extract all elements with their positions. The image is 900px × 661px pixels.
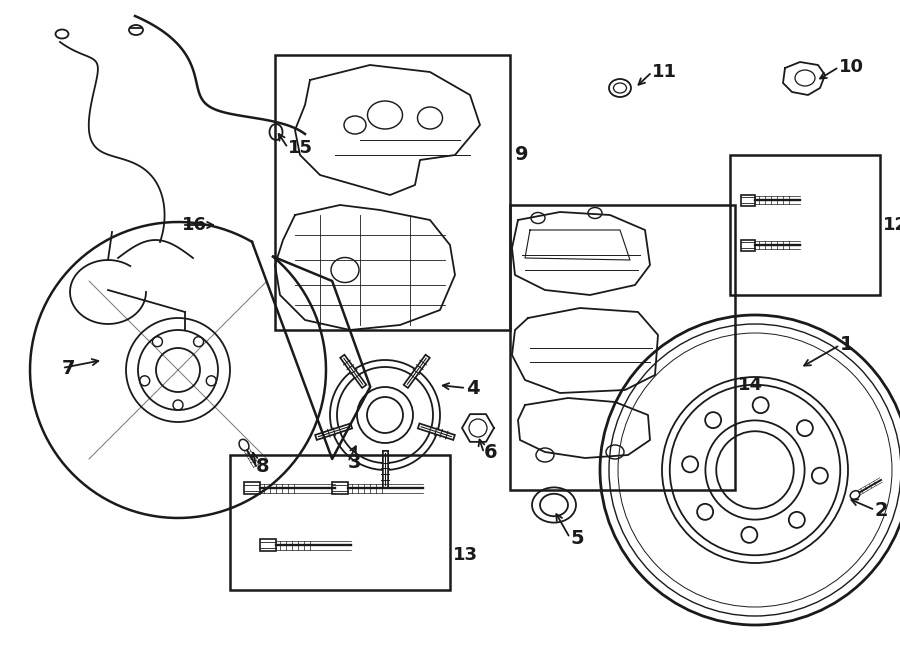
Text: 1: 1 (840, 336, 853, 354)
Text: 14: 14 (738, 376, 763, 394)
Bar (275, 55, 510, 330)
Text: 5: 5 (570, 529, 583, 547)
Text: 11: 11 (652, 63, 677, 81)
Text: 2: 2 (875, 500, 888, 520)
Text: 6: 6 (484, 444, 498, 463)
Text: 9: 9 (515, 145, 528, 165)
Bar (230, 455, 450, 590)
Bar (730, 155, 880, 295)
Text: 7: 7 (62, 358, 76, 377)
Text: 12: 12 (883, 216, 900, 234)
Text: 15: 15 (288, 139, 313, 157)
Bar (741, 194, 755, 206)
Text: 3: 3 (348, 453, 362, 471)
Bar (510, 205, 735, 490)
Text: 13: 13 (453, 546, 478, 564)
Text: 10: 10 (839, 58, 864, 76)
Bar (741, 239, 755, 251)
Bar (332, 482, 348, 494)
Text: 16: 16 (182, 216, 207, 234)
Text: 8: 8 (256, 457, 270, 475)
Text: 4: 4 (466, 379, 480, 397)
Bar (244, 482, 260, 494)
Bar (260, 539, 276, 551)
